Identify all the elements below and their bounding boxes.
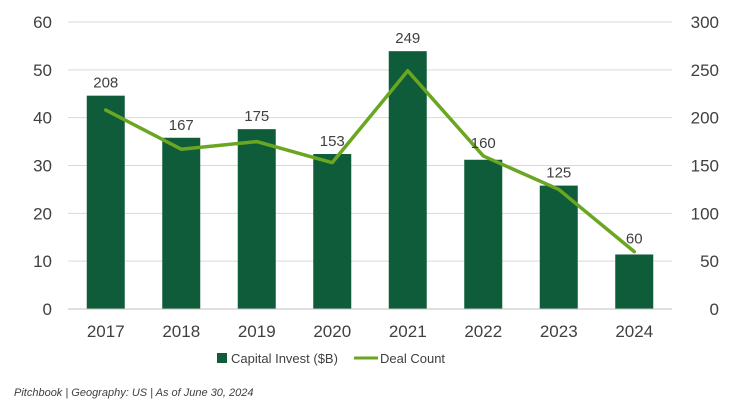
x-tick-label-2022: 2022 [464,322,502,341]
bar-2021 [388,51,427,309]
bar-2023 [539,185,578,309]
right-tick-label: 300 [691,13,719,32]
left-tick-label: 30 [33,157,52,176]
bar-2024 [615,254,654,309]
x-tick-label-2019: 2019 [238,322,276,341]
deal-count-label-2020: 153 [320,133,345,150]
x-tick-label-2021: 2021 [389,322,427,341]
left-tick-label: 40 [33,109,52,128]
deal-count-label-2024: 60 [626,231,643,248]
x-tick-label-2023: 2023 [540,322,578,341]
bar-2017 [86,95,125,309]
right-tick-label: 100 [691,204,719,223]
deal-count-data-labels: 208 167 175 153 249 160 125 60 [93,30,642,247]
right-tick-label: 150 [691,157,719,176]
deal-count-line-group [104,69,636,254]
deal-count-label-2022: 160 [471,135,496,152]
bar-2018 [162,137,201,309]
deal-count-line [104,69,636,254]
deal-count-label-2019: 175 [244,108,269,125]
deal-count-label-2023: 125 [546,165,571,182]
bar-2019 [237,129,276,309]
right-y-axis: 0 50 100 150 200 250 300 [691,13,719,319]
right-tick-label: 200 [691,109,719,128]
x-axis: 2017 2018 2019 2020 2021 2022 2023 2024 [68,308,672,341]
deal-count-label-2017: 208 [93,75,118,92]
x-tick-label-2018: 2018 [162,322,200,341]
left-tick-label: 20 [33,204,52,223]
deal-count-label-2018: 167 [169,117,194,134]
bar-2020 [313,154,352,309]
left-y-axis: 0 10 20 30 40 50 60 [33,13,52,319]
right-tick-label: 0 [710,300,719,319]
bar-2022 [464,159,503,309]
legend-capital-invest-swatch [217,353,227,363]
gridlines [68,21,672,262]
x-tick-label-2017: 2017 [87,322,125,341]
source-note: Pitchbook | Geography: US | As of June 3… [14,387,254,399]
legend-capital-invest-label: Capital Invest ($B) [231,351,338,366]
left-tick-label: 50 [33,61,52,80]
right-tick-label: 250 [691,61,719,80]
left-tick-label: 0 [43,300,52,319]
right-tick-label: 50 [700,252,719,271]
x-tick-label-2024: 2024 [615,322,653,341]
legend-deal-count-label: Deal Count [380,351,445,366]
legend: Capital Invest ($B) Deal Count [217,351,445,366]
capital-invest-bars [86,51,654,309]
left-tick-label: 10 [33,252,52,271]
left-tick-label: 60 [33,13,52,32]
deal-count-label-2021: 249 [395,30,420,47]
x-tick-label-2020: 2020 [313,322,351,341]
